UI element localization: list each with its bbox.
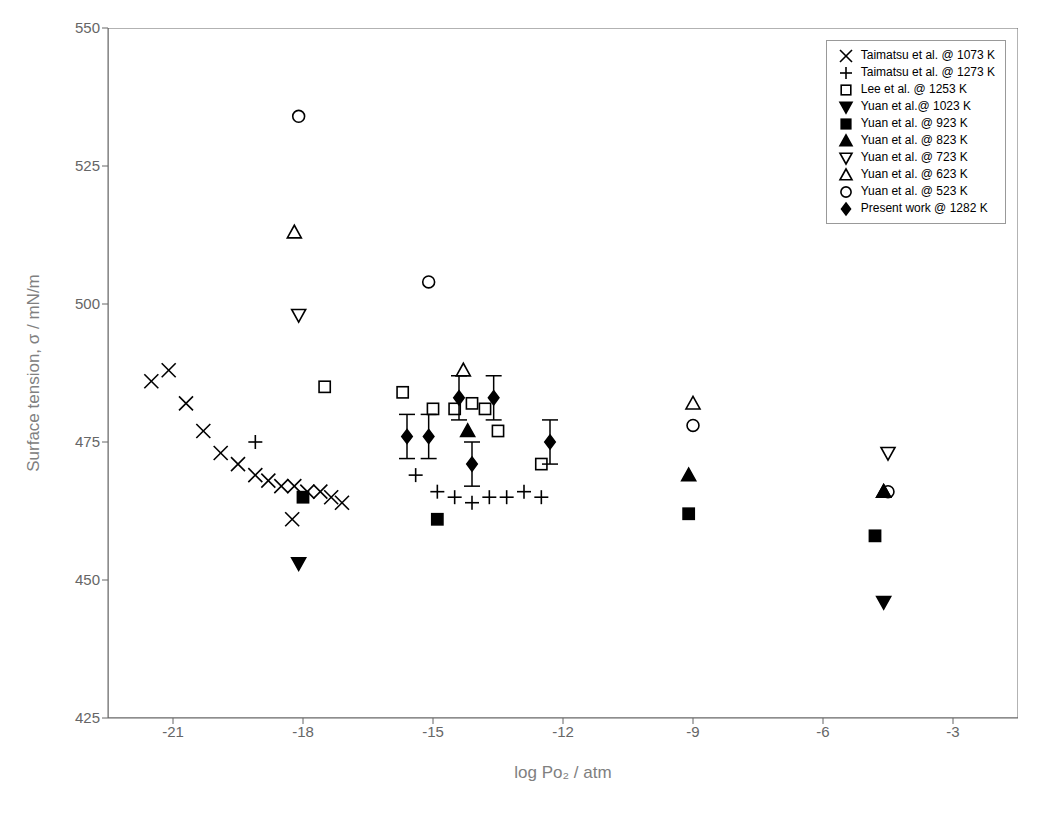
html-text:Yuan et al.@ 1023 K: Yuan et al.@ 1023 K xyxy=(860,99,971,113)
svg-text:525: 525 xyxy=(75,157,100,174)
svg-text:550: 550 xyxy=(75,19,100,36)
svg-text:log Po₂ / atm: log Po₂ / atm xyxy=(514,763,611,782)
html-text:Taimatsu et al. @ 1273 K: Taimatsu et al. @ 1273 K xyxy=(860,65,995,79)
svg-text:500: 500 xyxy=(75,295,100,312)
svg-text:Surface tension, σ / mN/m: Surface tension, σ / mN/m xyxy=(24,274,43,472)
svg-text:-21: -21 xyxy=(162,723,184,740)
svg-text:-18: -18 xyxy=(292,723,314,740)
svg-text:450: 450 xyxy=(75,571,100,588)
html-text:Yuan et al. @ 823 K: Yuan et al. @ 823 K xyxy=(860,133,968,147)
html-text:Present work @ 1282 K: Present work @ 1282 K xyxy=(860,201,988,215)
svg-text:-3: -3 xyxy=(946,723,959,740)
svg-text:-6: -6 xyxy=(816,723,829,740)
html-text:Yuan et al. @ 623 K: Yuan et al. @ 623 K xyxy=(860,167,968,181)
svg-text:475: 475 xyxy=(75,433,100,450)
html-text:Yuan et al. @ 923 K: Yuan et al. @ 923 K xyxy=(860,116,968,130)
svg-text:425: 425 xyxy=(75,709,100,726)
svg-text:-15: -15 xyxy=(422,723,444,740)
svg-text:-9: -9 xyxy=(686,723,699,740)
html-text:Taimatsu et al. @ 1073 K: Taimatsu et al. @ 1073 K xyxy=(860,48,995,62)
html-text:Yuan et al. @ 723 K: Yuan et al. @ 723 K xyxy=(860,150,968,164)
html-text:Lee et al. @ 1253 K: Lee et al. @ 1253 K xyxy=(860,82,967,96)
html-text:Yuan et al. @ 523 K: Yuan et al. @ 523 K xyxy=(860,184,968,198)
svg-text:-12: -12 xyxy=(552,723,574,740)
